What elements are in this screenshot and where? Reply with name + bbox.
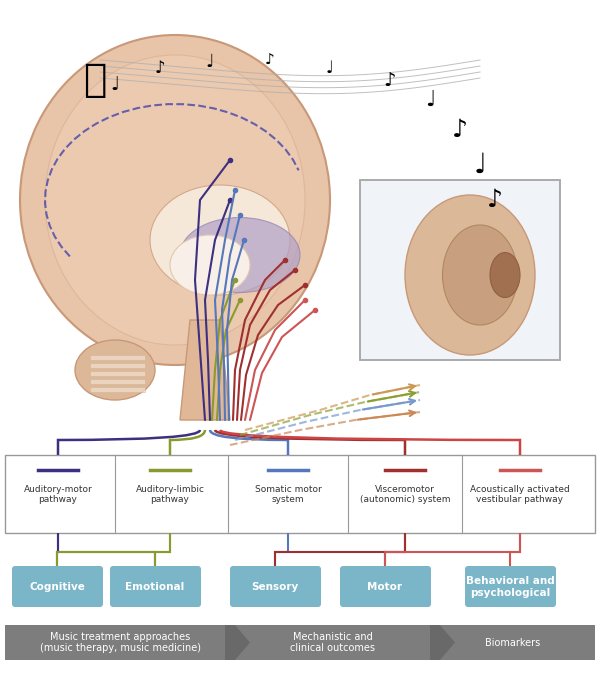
Text: Somatic motor
system: Somatic motor system [254, 485, 322, 505]
Polygon shape [90, 355, 145, 360]
Text: ♩: ♩ [425, 90, 435, 110]
Text: ♪: ♪ [452, 118, 468, 142]
Text: ♪: ♪ [487, 188, 503, 212]
Ellipse shape [20, 35, 330, 365]
Text: ♩: ♩ [473, 151, 487, 179]
Polygon shape [225, 625, 455, 660]
Text: Auditory-limbic
pathway: Auditory-limbic pathway [136, 485, 205, 505]
Text: Behavioral and
psychological: Behavioral and psychological [466, 576, 554, 598]
Text: Auditory-motor
pathway: Auditory-motor pathway [23, 485, 92, 505]
Ellipse shape [180, 218, 300, 292]
Polygon shape [430, 625, 595, 660]
Ellipse shape [405, 195, 535, 355]
Polygon shape [5, 625, 250, 660]
Ellipse shape [75, 340, 155, 400]
FancyBboxPatch shape [360, 180, 560, 360]
Text: Visceromotor
(autonomic) system: Visceromotor (autonomic) system [360, 485, 450, 505]
Text: Emotional: Emotional [125, 582, 185, 592]
Polygon shape [90, 387, 145, 392]
Text: ♩: ♩ [110, 75, 119, 95]
Polygon shape [180, 320, 230, 420]
FancyBboxPatch shape [5, 455, 595, 533]
Ellipse shape [45, 55, 305, 345]
Polygon shape [90, 371, 145, 376]
Text: ♪: ♪ [155, 59, 166, 77]
Polygon shape [90, 363, 145, 368]
FancyBboxPatch shape [340, 566, 431, 607]
FancyBboxPatch shape [230, 566, 321, 607]
Ellipse shape [170, 235, 250, 295]
Text: Cognitive: Cognitive [29, 582, 85, 592]
Text: Sensory: Sensory [251, 582, 299, 592]
Text: Acoustically activated
vestibular pathway: Acoustically activated vestibular pathwa… [470, 485, 570, 505]
Text: ♪: ♪ [265, 52, 275, 67]
Ellipse shape [490, 252, 520, 298]
Text: 𝄞: 𝄞 [83, 61, 107, 99]
FancyBboxPatch shape [465, 566, 556, 607]
FancyBboxPatch shape [110, 566, 201, 607]
Text: Mechanistic and
clinical outcomes: Mechanistic and clinical outcomes [290, 632, 375, 653]
Polygon shape [90, 379, 145, 384]
Ellipse shape [150, 185, 290, 295]
Text: Biomarkers: Biomarkers [485, 638, 540, 647]
FancyBboxPatch shape [12, 566, 103, 607]
Text: ♩: ♩ [206, 53, 214, 71]
Text: Motor: Motor [367, 582, 403, 592]
Text: ♪: ♪ [384, 71, 396, 90]
Text: Music treatment approaches
(music therapy, music medicine): Music treatment approaches (music therap… [40, 632, 200, 653]
Text: ♩: ♩ [326, 59, 334, 77]
Ellipse shape [443, 225, 517, 325]
